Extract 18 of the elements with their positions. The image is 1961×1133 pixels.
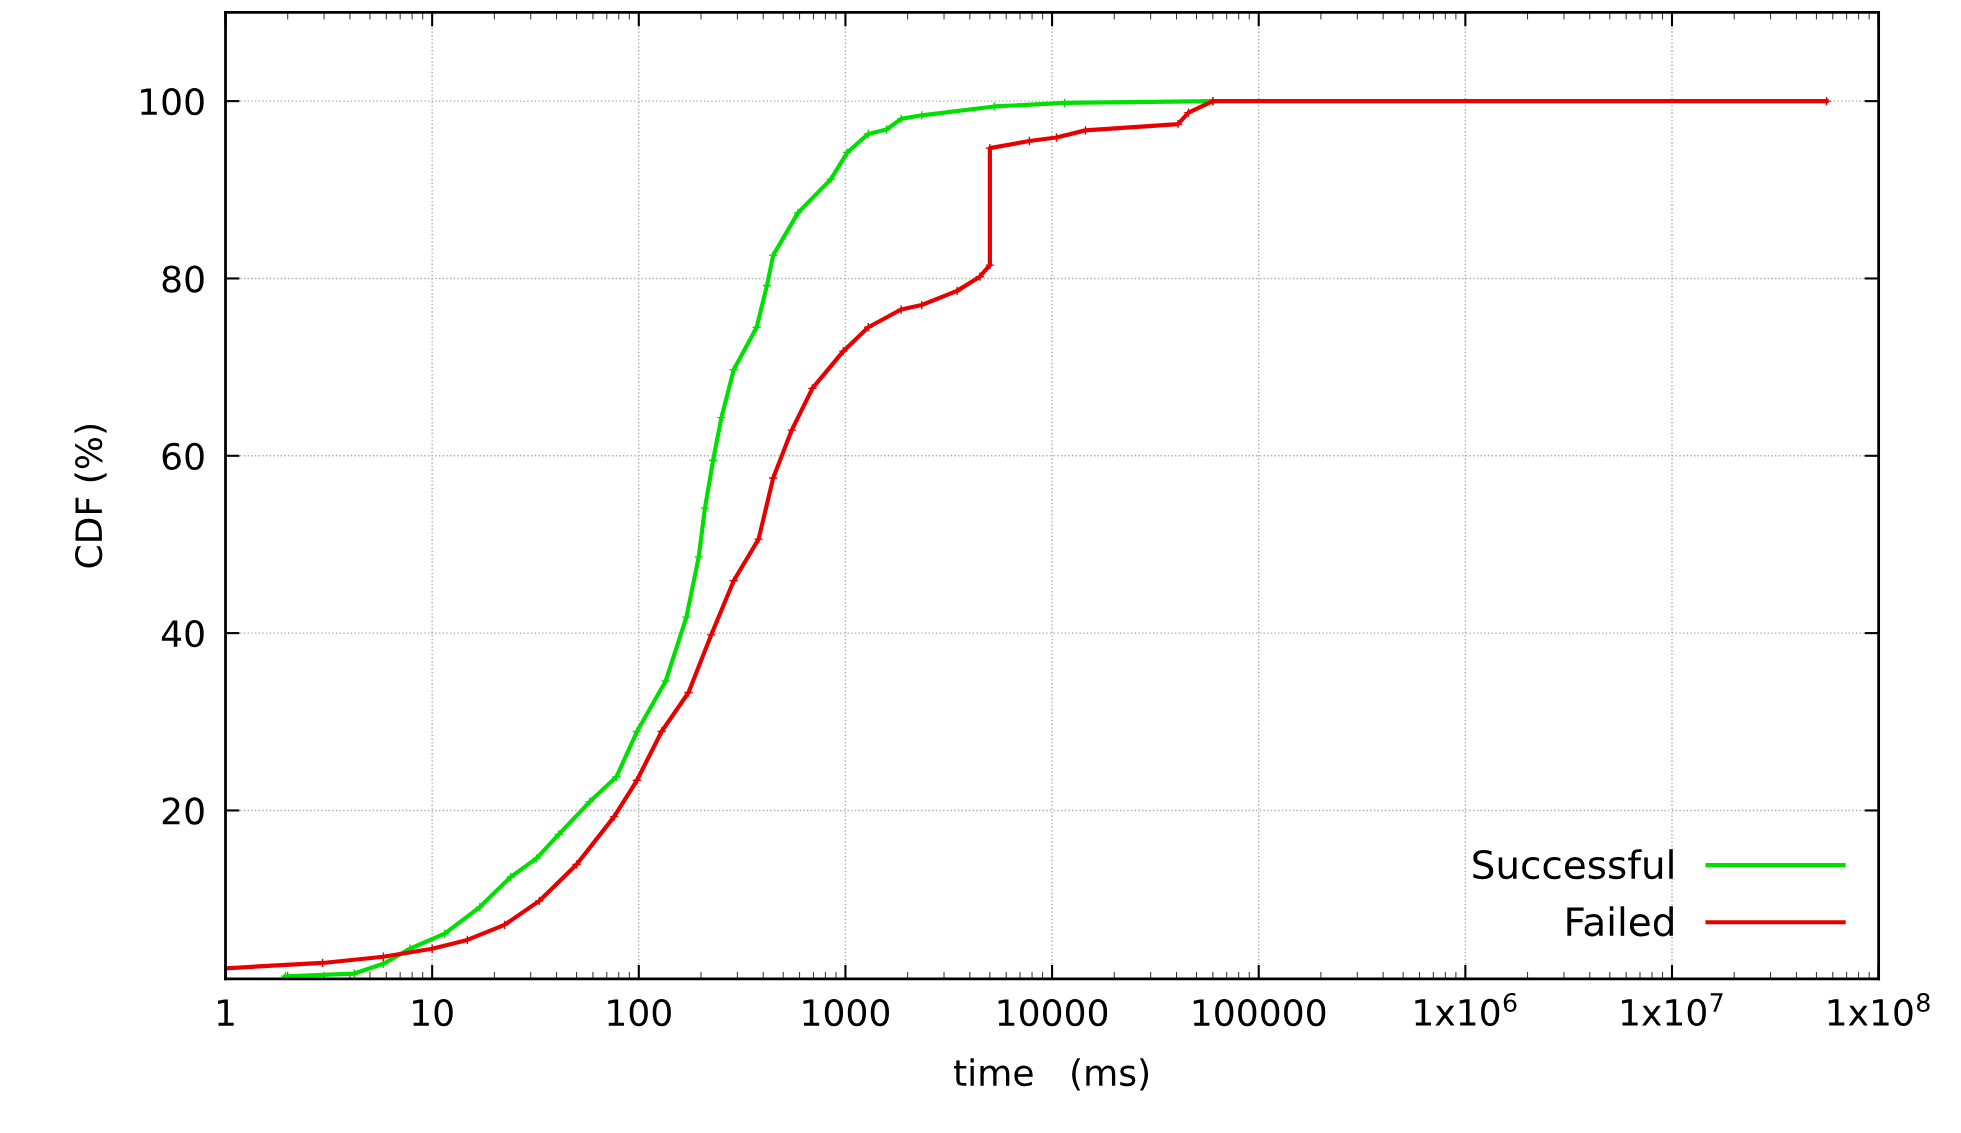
y-tick-label: 100	[141, 88, 204, 116]
y-tick-label: 20	[162, 797, 204, 825]
x-axis-title: time (ms)	[953, 1058, 1149, 1091]
x-tick-label: 1x10$^{7}$	[1621, 993, 1723, 1027]
legend-label: Successful	[1473, 849, 1673, 880]
x-tick-label: 1x10$^{6}$	[1415, 992, 1517, 1027]
x-tick-label: 100000	[1193, 998, 1326, 1027]
x-tick-label: 1000	[803, 998, 889, 1027]
x-tick-label: 10	[413, 998, 453, 1027]
y-tick-label: 40	[161, 620, 204, 648]
x-tick-label: 1	[217, 999, 234, 1026]
x-tick-label: 100	[608, 998, 671, 1027]
y-axis-title: CDF (%)	[74, 424, 107, 568]
legend-label: Failed	[1567, 906, 1673, 937]
y-tick-label: 60	[162, 442, 204, 471]
x-tick-label: 10000	[998, 998, 1108, 1027]
y-tick-label: 80	[162, 265, 204, 293]
x-tick-label: 1x10$^{8}$	[1828, 992, 1930, 1027]
